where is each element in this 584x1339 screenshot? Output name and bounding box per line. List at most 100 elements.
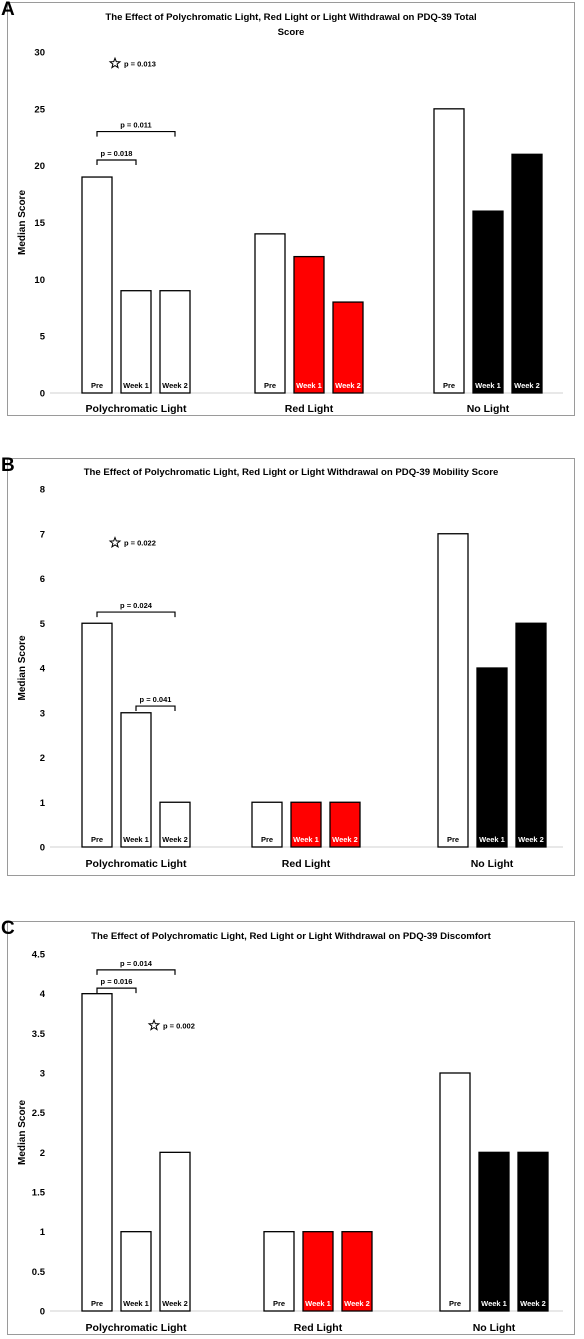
bar-label: Pre [443, 381, 455, 390]
y-tick-label: 0 [40, 1307, 45, 1318]
significance-label: p = 0.014 [120, 959, 153, 968]
bar [159, 290, 191, 394]
bar [439, 1072, 471, 1312]
y-tick-label: 0 [40, 843, 45, 854]
chart-mobility-score: The Effect of Polychromatic Light, Red L… [17, 467, 563, 870]
significance-label: p = 0.016 [101, 977, 133, 986]
y-tick-label: 4.5 [32, 950, 46, 961]
y-tick-label: 20 [34, 161, 45, 172]
y-tick-label: 2 [40, 753, 45, 764]
significance-bracket [96, 987, 137, 994]
bar [120, 712, 152, 848]
y-tick-label: 30 [34, 48, 45, 59]
group-label: No Light [471, 858, 514, 870]
y-tick-label: 0.5 [32, 1267, 46, 1278]
star-icon [108, 56, 122, 69]
bar-label: Week 1 [123, 1299, 149, 1308]
chart-title: The Effect of Polychromatic Light, Red L… [84, 467, 499, 478]
y-tick-label: 3.5 [32, 1029, 46, 1040]
bar-label: Pre [261, 835, 273, 844]
bar [159, 1151, 191, 1312]
bar [254, 233, 286, 394]
bar [437, 533, 469, 848]
bar-label: Week 1 [305, 1299, 331, 1308]
y-tick-label: 4 [40, 989, 46, 1000]
chart-title: The Effect of Polychromatic Light, Red L… [91, 931, 491, 942]
bar [476, 667, 508, 848]
chart-total-score: The Effect of Polychromatic Light, Red L… [17, 12, 563, 415]
significance-label: p = 0.011 [120, 121, 151, 130]
bar-label: Week 1 [123, 381, 149, 390]
y-tick-label: 5 [40, 619, 46, 630]
bar-label: Week 2 [520, 1299, 546, 1308]
y-tick-label: 15 [34, 218, 45, 229]
group-label: Red Light [294, 1322, 343, 1334]
significance-label: p = 0.024 [120, 601, 153, 610]
significance-label: p = 0.041 [140, 695, 172, 704]
bar-label: Pre [91, 381, 103, 390]
y-tick-label: 5 [40, 332, 46, 343]
bar-label: Week 1 [293, 835, 319, 844]
y-tick-label: 10 [34, 275, 45, 286]
bar [302, 1231, 334, 1312]
bar [81, 622, 113, 848]
y-tick-label: 0 [40, 389, 45, 400]
star-icon [108, 536, 122, 549]
y-tick-label: 6 [40, 574, 45, 585]
significance-bracket [96, 130, 176, 137]
bar [332, 301, 364, 394]
bar-label: Week 2 [518, 835, 544, 844]
significance-bracket [96, 969, 176, 975]
bar [478, 1151, 510, 1312]
bar-label: Pre [91, 835, 103, 844]
bar-label: Week 2 [335, 381, 361, 390]
bar [263, 1231, 295, 1312]
y-axis-label: Median Score [17, 190, 28, 255]
y-tick-label: 4 [40, 664, 46, 675]
bar [120, 290, 152, 394]
y-tick-label: 7 [40, 529, 45, 540]
bar [517, 1151, 549, 1312]
group-label: No Light [473, 1322, 516, 1334]
bar-label: Week 1 [479, 835, 505, 844]
group-label: Polychromatic Light [86, 1322, 187, 1334]
y-tick-label: 2.5 [32, 1108, 46, 1119]
panel-letter: B [1, 455, 15, 476]
bar-label: Week 1 [481, 1299, 507, 1308]
bar-label: Week 1 [475, 381, 501, 390]
y-tick-label: 1 [40, 1227, 46, 1238]
bar [472, 210, 504, 394]
y-tick-label: 1 [40, 798, 46, 809]
y-tick-label: 25 [34, 104, 45, 115]
group-label: Red Light [285, 403, 334, 415]
chart-title: Score [278, 27, 305, 38]
bar-label: Week 2 [162, 381, 188, 390]
panel-a: The Effect of Polychromatic Light, Red L… [1, 0, 575, 416]
bar [251, 801, 283, 848]
y-tick-label: 2 [40, 1148, 45, 1159]
bar-label: Pre [273, 1299, 285, 1308]
bar-label: Week 1 [123, 835, 149, 844]
bar [120, 1231, 152, 1312]
bar-label: Week 2 [514, 381, 540, 390]
group-label: Red Light [282, 858, 331, 870]
bar [433, 108, 465, 394]
group-label: Polychromatic Light [86, 858, 187, 870]
y-tick-label: 3 [40, 708, 45, 719]
y-axis-label: Median Score [17, 1100, 28, 1165]
bar [329, 801, 361, 848]
panel-c: The Effect of Polychromatic Light, Red L… [1, 918, 575, 1335]
bar-label: Week 2 [344, 1299, 370, 1308]
significance-bracket [135, 705, 176, 712]
chart-title: The Effect of Polychromatic Light, Red L… [105, 12, 476, 23]
y-tick-label: 1.5 [32, 1188, 46, 1199]
significance-label: p = 0.013 [124, 59, 156, 68]
panel-letter: A [1, 0, 15, 20]
significance-label: p = 0.018 [101, 149, 133, 158]
bar-label: Week 2 [162, 835, 188, 844]
y-axis-label: Median Score [17, 635, 28, 700]
bar [511, 153, 543, 394]
bar [293, 255, 325, 394]
bar-label: Pre [447, 835, 459, 844]
bar-label: Pre [449, 1299, 461, 1308]
